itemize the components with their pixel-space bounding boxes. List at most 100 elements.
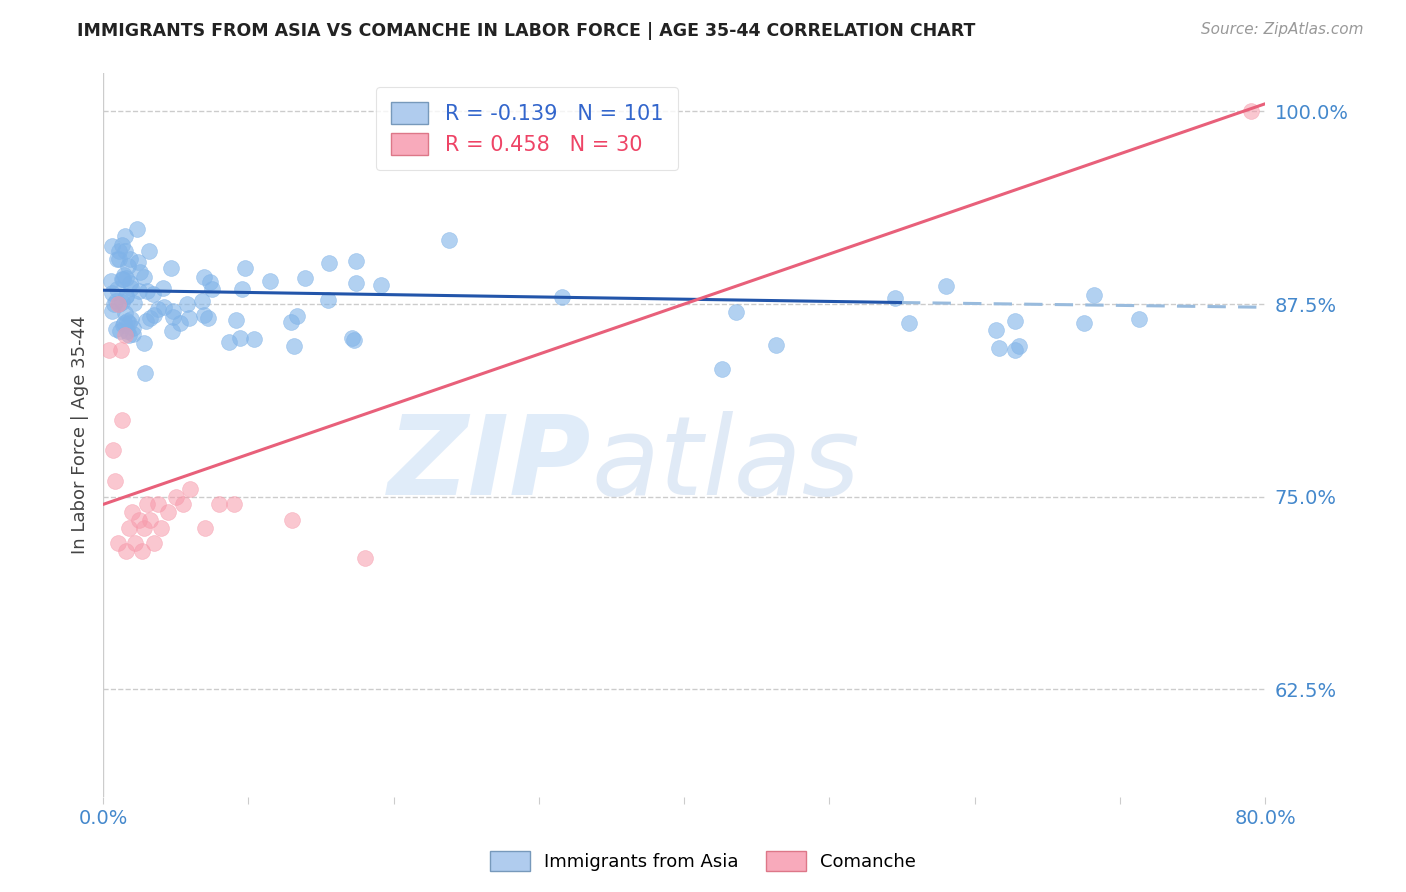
Point xyxy=(1004,343,1026,358)
Point xyxy=(148,497,170,511)
Point xyxy=(115,289,138,303)
Point xyxy=(104,294,127,309)
Point xyxy=(259,274,281,288)
Point xyxy=(176,297,198,311)
Point xyxy=(117,260,139,274)
Point xyxy=(121,321,143,335)
Point xyxy=(898,316,921,330)
Point xyxy=(1239,104,1261,119)
Point xyxy=(103,296,125,310)
Point xyxy=(551,290,574,304)
Point xyxy=(139,311,162,326)
Point xyxy=(111,271,134,285)
Point xyxy=(343,333,366,347)
Text: IMMIGRANTS FROM ASIA VS COMANCHE IN LABOR FORCE | AGE 35-44 CORRELATION CHART: IMMIGRANTS FROM ASIA VS COMANCHE IN LABO… xyxy=(77,22,976,40)
Point xyxy=(884,291,907,305)
Point xyxy=(198,275,221,289)
Point xyxy=(177,311,200,326)
Point xyxy=(114,306,136,320)
Point xyxy=(218,334,240,349)
Point xyxy=(128,513,150,527)
Point xyxy=(346,254,368,268)
Point xyxy=(318,256,340,270)
Point xyxy=(114,244,136,258)
Point xyxy=(111,412,134,426)
Point xyxy=(132,269,155,284)
Point xyxy=(233,261,256,276)
Text: atlas: atlas xyxy=(591,410,860,517)
Point xyxy=(127,254,149,268)
Point xyxy=(110,324,132,338)
Point xyxy=(142,286,165,301)
Point xyxy=(103,443,125,458)
Point xyxy=(117,327,139,342)
Point xyxy=(146,301,169,316)
Text: ZIP: ZIP xyxy=(388,410,591,517)
Point xyxy=(101,285,124,300)
Point xyxy=(121,326,143,341)
Point xyxy=(108,252,131,267)
Point xyxy=(138,513,160,527)
Point xyxy=(222,497,245,511)
Point xyxy=(169,316,191,330)
Point xyxy=(1004,314,1026,328)
Point xyxy=(229,330,252,344)
Point xyxy=(316,293,339,308)
Point xyxy=(194,520,217,534)
Point xyxy=(208,497,231,511)
Point xyxy=(115,543,138,558)
Point xyxy=(142,308,165,322)
Point xyxy=(225,313,247,327)
Point xyxy=(124,296,146,310)
Point xyxy=(285,310,308,324)
Point xyxy=(117,316,139,330)
Point xyxy=(353,551,375,566)
Point xyxy=(724,305,747,319)
Point xyxy=(112,268,135,282)
Point xyxy=(197,310,219,325)
Y-axis label: In Labor Force | Age 35-44: In Labor Force | Age 35-44 xyxy=(72,316,89,554)
Point xyxy=(193,308,215,322)
Point xyxy=(162,324,184,338)
Point xyxy=(1073,316,1095,330)
Point xyxy=(986,323,1008,337)
Point xyxy=(162,304,184,318)
Point xyxy=(711,362,734,376)
Point xyxy=(118,252,141,266)
Point xyxy=(118,520,141,534)
Point xyxy=(108,297,131,311)
Point xyxy=(157,505,180,519)
Point xyxy=(935,279,957,293)
Point xyxy=(135,497,157,511)
Legend: Immigrants from Asia, Comanche: Immigrants from Asia, Comanche xyxy=(482,844,924,879)
Point xyxy=(191,294,214,309)
Point xyxy=(346,276,368,290)
Point xyxy=(1128,312,1150,326)
Point xyxy=(294,270,316,285)
Point xyxy=(280,315,302,329)
Point xyxy=(120,281,142,295)
Point xyxy=(988,342,1011,356)
Point xyxy=(107,244,129,259)
Point xyxy=(201,282,224,296)
Point xyxy=(105,322,128,336)
Point xyxy=(135,314,157,328)
Point xyxy=(150,520,173,534)
Point xyxy=(132,520,155,534)
Point xyxy=(281,513,304,527)
Point xyxy=(1083,288,1105,302)
Point xyxy=(105,282,128,296)
Point xyxy=(111,295,134,310)
Point xyxy=(101,238,124,252)
Legend: R = -0.139   N = 101, R = 0.458   N = 30: R = -0.139 N = 101, R = 0.458 N = 30 xyxy=(377,87,678,170)
Point xyxy=(135,284,157,298)
Point xyxy=(153,300,176,314)
Point xyxy=(105,252,128,267)
Point xyxy=(128,284,150,298)
Point xyxy=(231,282,253,296)
Point xyxy=(172,497,194,511)
Point xyxy=(243,332,266,346)
Point xyxy=(132,335,155,350)
Point xyxy=(162,310,184,324)
Point xyxy=(117,314,139,328)
